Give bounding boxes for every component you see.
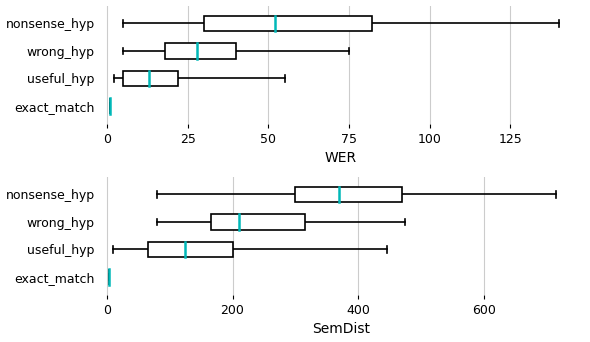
Bar [211, 214, 305, 229]
Bar [165, 43, 236, 58]
Bar [204, 16, 372, 31]
Bar [148, 242, 232, 257]
Bar [123, 71, 178, 86]
Bar [296, 187, 402, 202]
X-axis label: WER: WER [325, 152, 357, 166]
X-axis label: SemDist: SemDist [312, 323, 370, 337]
